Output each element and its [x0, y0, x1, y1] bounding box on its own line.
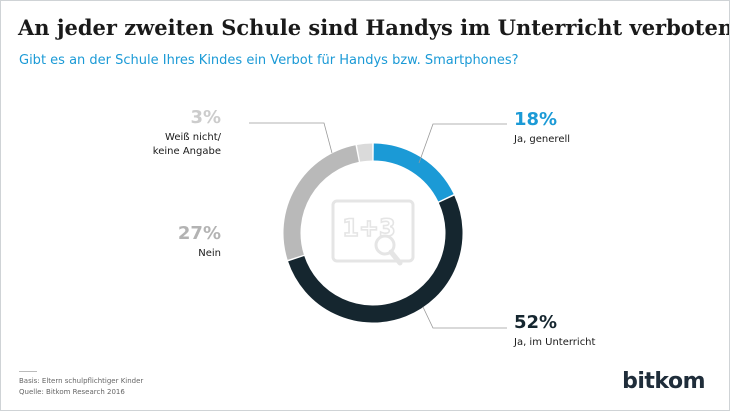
category-label-ja-im-unterricht: Ja, im Unterricht [513, 337, 596, 348]
value-label-ja-generell: 18% [514, 109, 557, 130]
category-label-nein: Nein [198, 248, 221, 259]
category-label-ja-generell: Ja, generell [513, 134, 570, 145]
value-label-weiss-nicht: 3% [190, 107, 221, 128]
math-board-icon: 1+3 [331, 199, 415, 266]
value-label-ja-im-unterricht: 52% [514, 312, 557, 333]
value-label-nein: 27% [178, 223, 221, 244]
bitkom-logo: bitkom [622, 369, 705, 394]
footer-divider [19, 371, 37, 372]
donut-segment-nein [283, 145, 360, 260]
magnifier-lens [374, 234, 396, 256]
leader-line-ja-generell [418, 123, 507, 164]
segment-labels: 18% Ja, generell 52% Ja, im Unterricht 27% Ne… [153, 107, 596, 348]
chart-subtitle: Gibt es an der Schule Ihres Kindes ein V… [19, 53, 519, 68]
donut-segment-ja-im-unterricht [288, 195, 463, 323]
leader-line-ja-im-unterricht [422, 306, 507, 329]
donut-segment-ja-generell [373, 143, 454, 202]
magnifier-handle [388, 249, 403, 266]
donut-segments [283, 143, 463, 323]
board-frame [331, 199, 415, 263]
category-label-weiss-nicht: Weiß nicht/ [165, 132, 222, 143]
leader-line-weiss-nicht [249, 122, 333, 154]
donut-segment-weiss-nicht [356, 143, 373, 162]
category-label-weiss-nicht: keine Angabe [153, 146, 221, 157]
leader-lines [249, 122, 507, 329]
footnote-source: Quelle: Bitkom Research 2016 [19, 388, 125, 396]
footnote-basis: Basis: Eltern schulpflichtiger Kinder [19, 377, 144, 385]
chart-title: An jeder zweiten Schule sind Handys im U… [18, 15, 730, 40]
